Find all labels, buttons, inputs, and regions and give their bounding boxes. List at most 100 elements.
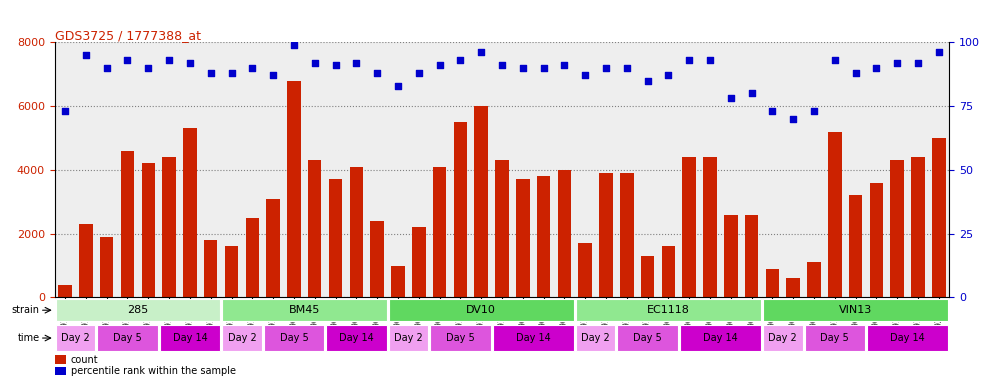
Point — [806, 108, 822, 114]
Point — [265, 72, 281, 78]
Point — [431, 62, 447, 68]
Bar — [430, 325, 490, 351]
Text: Day 14: Day 14 — [516, 333, 551, 343]
Point — [473, 50, 489, 56]
Bar — [392, 266, 405, 298]
Bar — [891, 160, 904, 298]
Text: VIN13: VIN13 — [839, 305, 873, 315]
Bar — [55, 356, 67, 364]
Bar — [80, 224, 92, 298]
Point — [536, 65, 552, 71]
Point — [578, 72, 593, 78]
Point — [390, 83, 406, 89]
Bar — [432, 167, 446, 298]
Bar — [911, 157, 924, 298]
Point — [307, 60, 323, 66]
Bar — [389, 300, 574, 321]
Text: Day 5: Day 5 — [820, 333, 849, 343]
Bar — [474, 106, 488, 298]
Bar — [805, 325, 865, 351]
Point — [723, 95, 739, 101]
Bar — [160, 325, 220, 351]
Bar — [641, 256, 654, 298]
Bar — [225, 247, 239, 298]
Bar — [576, 300, 761, 321]
Point — [411, 70, 426, 76]
Bar — [763, 300, 948, 321]
Point — [931, 50, 947, 56]
Bar — [350, 167, 363, 298]
Text: Day 2: Day 2 — [228, 333, 256, 343]
Point — [660, 72, 676, 78]
Point — [224, 70, 240, 76]
Text: strain: strain — [12, 305, 40, 315]
Bar — [620, 173, 633, 298]
Point — [869, 65, 885, 71]
Text: Day 5: Day 5 — [446, 333, 475, 343]
Bar — [516, 179, 530, 298]
Point — [911, 60, 926, 66]
Point — [182, 60, 198, 66]
Text: Day 14: Day 14 — [703, 333, 738, 343]
Bar — [537, 176, 551, 298]
Bar — [704, 157, 717, 298]
Text: Day 5: Day 5 — [113, 333, 142, 343]
Bar — [724, 215, 738, 298]
Bar — [141, 164, 155, 298]
Bar — [662, 247, 675, 298]
Bar — [493, 325, 574, 351]
Bar — [100, 237, 113, 298]
Point — [890, 60, 906, 66]
Point — [369, 70, 385, 76]
Point — [119, 57, 135, 63]
Text: time: time — [18, 333, 40, 343]
Point — [328, 62, 344, 68]
Point — [557, 62, 573, 68]
Bar — [807, 262, 821, 298]
Text: DV10: DV10 — [466, 305, 496, 315]
Text: percentile rank within the sample: percentile rank within the sample — [71, 366, 236, 376]
Point — [515, 65, 531, 71]
Bar — [870, 183, 884, 298]
Bar — [55, 367, 67, 375]
Text: EC1118: EC1118 — [647, 305, 690, 315]
Text: Day 2: Day 2 — [768, 333, 797, 343]
Text: Day 2: Day 2 — [394, 333, 422, 343]
Bar — [287, 81, 301, 298]
Bar — [579, 243, 592, 298]
Bar — [371, 221, 384, 298]
Text: Day 5: Day 5 — [633, 333, 662, 343]
Bar — [59, 285, 72, 298]
Point — [452, 57, 468, 63]
Point — [598, 65, 614, 71]
Text: 285: 285 — [127, 305, 148, 315]
Text: Day 14: Day 14 — [173, 333, 208, 343]
Bar — [329, 179, 342, 298]
Bar — [389, 325, 428, 351]
Bar — [558, 170, 572, 298]
Bar — [786, 278, 800, 298]
Point — [286, 42, 302, 48]
Point — [161, 57, 177, 63]
Bar — [599, 173, 612, 298]
Text: BM45: BM45 — [288, 305, 320, 315]
Bar — [453, 122, 467, 298]
Bar — [97, 325, 158, 351]
Bar — [326, 325, 387, 351]
Point — [848, 70, 864, 76]
Bar — [932, 138, 945, 298]
Bar — [308, 160, 321, 298]
Bar — [266, 199, 280, 298]
Bar — [495, 160, 509, 298]
Point — [203, 70, 219, 76]
Point — [827, 57, 843, 63]
Text: count: count — [71, 354, 98, 365]
Bar — [222, 300, 387, 321]
Point — [245, 65, 260, 71]
Text: Day 14: Day 14 — [891, 333, 925, 343]
Point — [785, 116, 801, 122]
Bar — [849, 195, 863, 298]
Text: Day 2: Day 2 — [61, 333, 89, 343]
Text: Day 2: Day 2 — [581, 333, 610, 343]
Point — [619, 65, 635, 71]
